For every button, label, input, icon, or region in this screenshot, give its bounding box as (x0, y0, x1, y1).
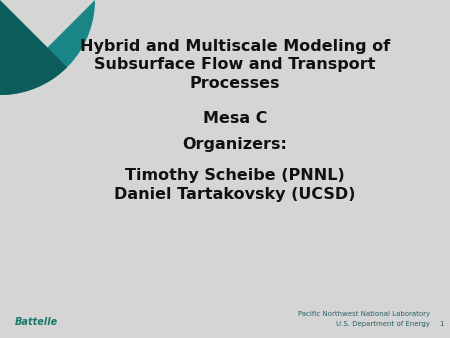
Polygon shape (0, 0, 95, 95)
Text: Battelle: Battelle (15, 317, 58, 327)
Text: Timothy Scheibe (PNNL): Timothy Scheibe (PNNL) (125, 168, 345, 183)
Text: Subsurface Flow and Transport: Subsurface Flow and Transport (94, 57, 376, 72)
Text: Daniel Tartakovsky (UCSD): Daniel Tartakovsky (UCSD) (114, 187, 356, 202)
Text: Hybrid and Multiscale Modeling of: Hybrid and Multiscale Modeling of (80, 39, 390, 53)
Text: U.S. Department of Energy: U.S. Department of Energy (336, 321, 430, 327)
Text: Mesa C: Mesa C (203, 111, 267, 126)
Polygon shape (0, 0, 67, 95)
Text: Processes: Processes (190, 76, 280, 92)
Text: 1: 1 (440, 321, 444, 327)
Text: Organizers:: Organizers: (183, 137, 288, 152)
Text: Pacific Northwest National Laboratory: Pacific Northwest National Laboratory (298, 311, 430, 317)
